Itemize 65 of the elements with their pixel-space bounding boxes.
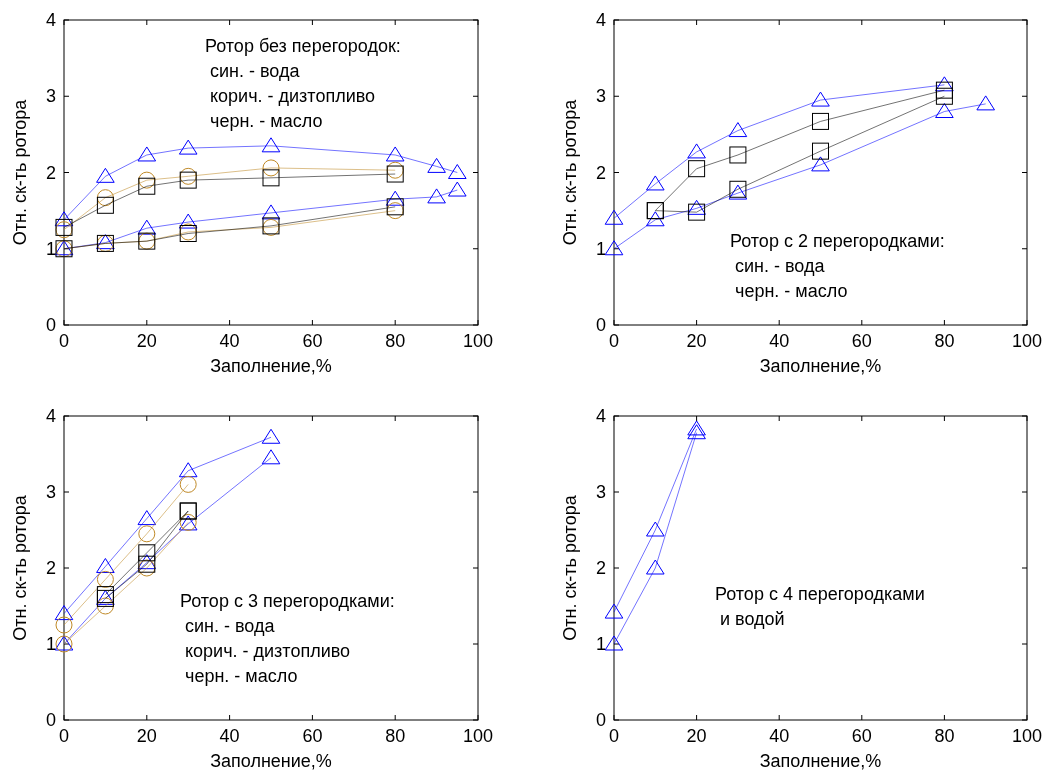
y-tick-label: 2 (45, 162, 56, 183)
annotation: син. - вода (205, 61, 301, 81)
y-axis-title: Отн. ск-ть ротора (560, 98, 580, 246)
annotation: черн. - масло (730, 281, 848, 301)
annotation: Ротор с 4 перегородками (715, 584, 925, 604)
x-tick-label: 100 (462, 726, 494, 746)
y-tick-label: 3 (595, 86, 606, 107)
x-tick-label: 0 (608, 726, 620, 746)
x-tick-label: 60 (851, 726, 872, 746)
x-tick-label: 20 (136, 726, 157, 746)
y-axis-title: Отн. ск-ть ротора (10, 494, 30, 641)
annotation: корич. - дизтопливо (205, 86, 376, 106)
y-tick-label: 0 (45, 710, 56, 730)
x-tick-label: 40 (769, 331, 790, 351)
annotation: син. - вода (730, 256, 826, 276)
y-tick-label: 2 (45, 558, 56, 578)
x-tick-label: 40 (769, 726, 790, 746)
x-axis-title: Заполнение,% (210, 356, 332, 376)
x-tick-label: 40 (219, 726, 240, 746)
x-tick-label: 20 (136, 331, 157, 351)
x-tick-label: 60 (851, 331, 872, 351)
x-axis-title: Заполнение,% (210, 751, 332, 771)
annotation: Ротор с 3 перегородками: (180, 591, 395, 611)
x-tick-label: 60 (302, 331, 323, 351)
y-tick-label: 4 (45, 10, 56, 30)
y-tick-label: 1 (45, 634, 56, 654)
x-tick-label: 100 (462, 331, 494, 351)
y-tick-label: 1 (45, 238, 56, 259)
y-tick-label: 0 (595, 710, 606, 730)
y-axis-title: Отн. ск-ть ротора (10, 98, 30, 246)
x-axis-title: Заполнение,% (759, 356, 882, 376)
x-tick-label: 20 (686, 726, 707, 746)
annotation: Ротор с 2 перегородками: (730, 231, 945, 251)
x-tick-label: 100 (1011, 331, 1043, 351)
y-tick-label: 2 (595, 162, 606, 183)
y-tick-label: 3 (595, 482, 606, 502)
annotation: и водой (715, 609, 785, 629)
y-tick-label: 1 (595, 238, 606, 259)
x-tick-label: 80 (385, 331, 406, 351)
y-tick-label: 4 (595, 406, 606, 426)
y-tick-label: 2 (595, 558, 606, 578)
annotation: корич. - дизтопливо (180, 641, 351, 661)
x-tick-label: 80 (934, 331, 955, 351)
x-tick-label: 60 (302, 726, 323, 746)
x-tick-label: 100 (1011, 726, 1043, 746)
y-tick-label: 3 (45, 482, 56, 502)
y-tick-label: 0 (595, 315, 606, 335)
annotation: черн. - масло (180, 666, 298, 686)
annotation: син. - вода (180, 616, 276, 636)
y-tick-label: 3 (45, 86, 56, 107)
x-tick-label: 20 (686, 331, 707, 351)
x-tick-label: 80 (934, 726, 955, 746)
x-tick-label: 0 (608, 331, 620, 351)
x-axis-title: Заполнение,% (759, 751, 882, 771)
y-axis-title: Отн. ск-ть ротора (560, 494, 580, 641)
annotation: черн. - масло (205, 111, 323, 131)
y-tick-label: 1 (595, 634, 606, 654)
annotation: Ротор без перегородок: (205, 36, 401, 56)
x-tick-label: 80 (385, 726, 406, 746)
y-tick-label: 4 (595, 10, 606, 30)
y-tick-label: 0 (45, 315, 56, 335)
x-tick-label: 0 (58, 331, 70, 351)
y-tick-label: 4 (45, 406, 56, 426)
x-tick-label: 0 (58, 726, 70, 746)
x-tick-label: 40 (219, 331, 240, 351)
